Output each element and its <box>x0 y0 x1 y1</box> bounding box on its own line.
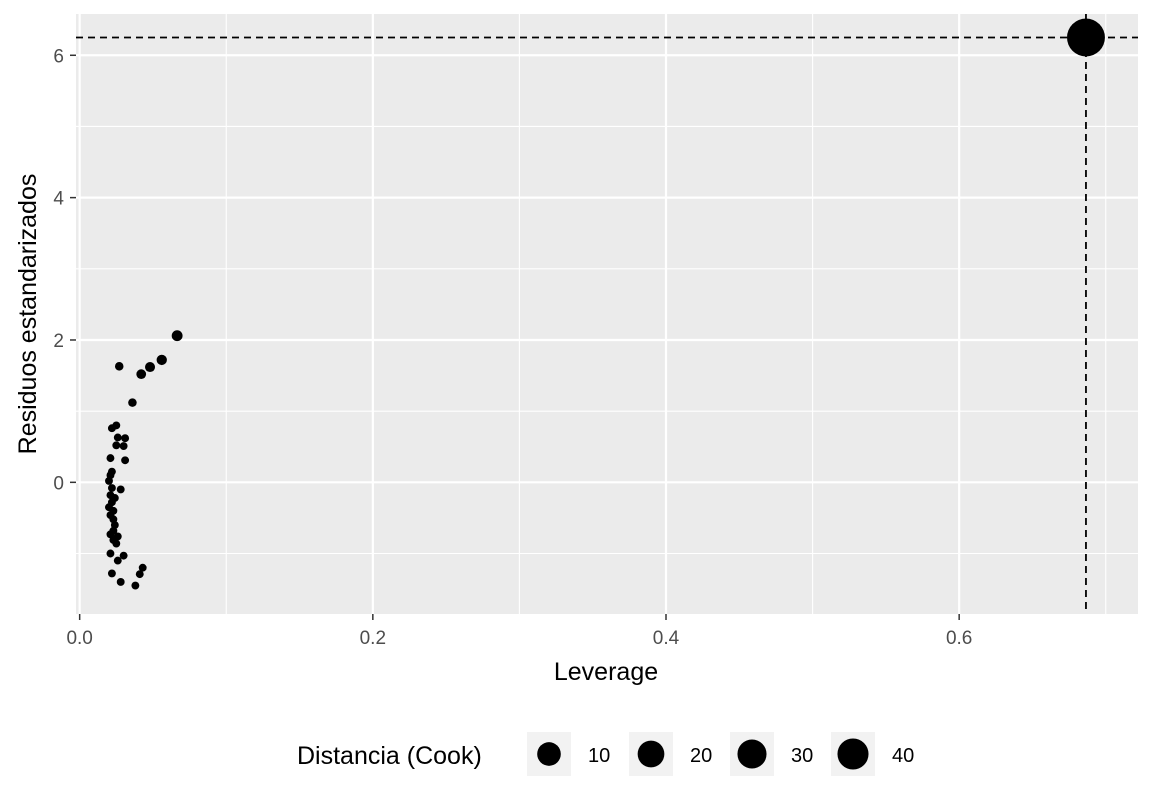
data-point <box>138 563 147 572</box>
data-point <box>171 330 183 342</box>
data-point <box>156 354 167 366</box>
y-axis: 0 2 4 6 <box>53 46 76 494</box>
x-tick-label: 0.6 <box>946 628 972 649</box>
y-tick-label: 0 <box>53 473 64 494</box>
x-axis-title: Leverage <box>554 658 658 686</box>
x-tick-label: 0.2 <box>360 628 386 649</box>
data-point <box>112 441 121 450</box>
data-point <box>128 398 137 407</box>
x-tick-label: 0.0 <box>66 628 92 649</box>
data-point <box>116 578 125 586</box>
data-point <box>106 549 115 558</box>
data-point <box>135 570 144 579</box>
data-point <box>1066 18 1105 57</box>
data-point <box>119 442 128 450</box>
y-tick-label: 2 <box>53 331 64 352</box>
minor-grid <box>76 14 1138 614</box>
data-point <box>112 539 121 548</box>
data-point <box>107 569 116 578</box>
legend-title: Distancia (Cook) <box>297 742 482 770</box>
size-legend: Distancia (Cook) 10 20 30 40 <box>297 732 914 776</box>
data-point <box>106 454 115 463</box>
legend-key-label: 30 <box>791 745 813 767</box>
data-point <box>121 456 130 465</box>
data-point <box>107 424 116 433</box>
y-axis-title: Residuos estandarizados <box>14 174 42 455</box>
x-axis: 0.0 0.2 0.4 0.6 <box>66 614 972 649</box>
plot-panel <box>76 14 1138 614</box>
legend-key-symbol <box>637 740 665 768</box>
data-point <box>113 433 122 442</box>
data-point <box>145 362 156 373</box>
data-points <box>105 18 1105 590</box>
reference-lines <box>76 14 1138 614</box>
data-point <box>116 485 125 494</box>
y-tick-label: 6 <box>53 46 64 67</box>
legend-key-label: 40 <box>892 745 914 767</box>
legend-key-label: 10 <box>588 745 610 767</box>
data-point <box>136 369 147 380</box>
legend-key-label: 20 <box>690 745 712 767</box>
legend-key-symbol <box>537 742 561 766</box>
data-point <box>107 484 116 492</box>
data-point <box>114 362 124 371</box>
x-tick-label: 0.4 <box>653 628 680 649</box>
data-point <box>121 434 130 443</box>
data-point <box>113 556 122 565</box>
y-tick-label: 4 <box>53 189 64 210</box>
data-point <box>105 476 113 485</box>
legend-key-symbol <box>737 739 767 769</box>
legend-key-symbol <box>837 738 869 770</box>
major-grid <box>76 14 1138 614</box>
data-point <box>119 551 128 560</box>
data-point <box>131 581 140 590</box>
